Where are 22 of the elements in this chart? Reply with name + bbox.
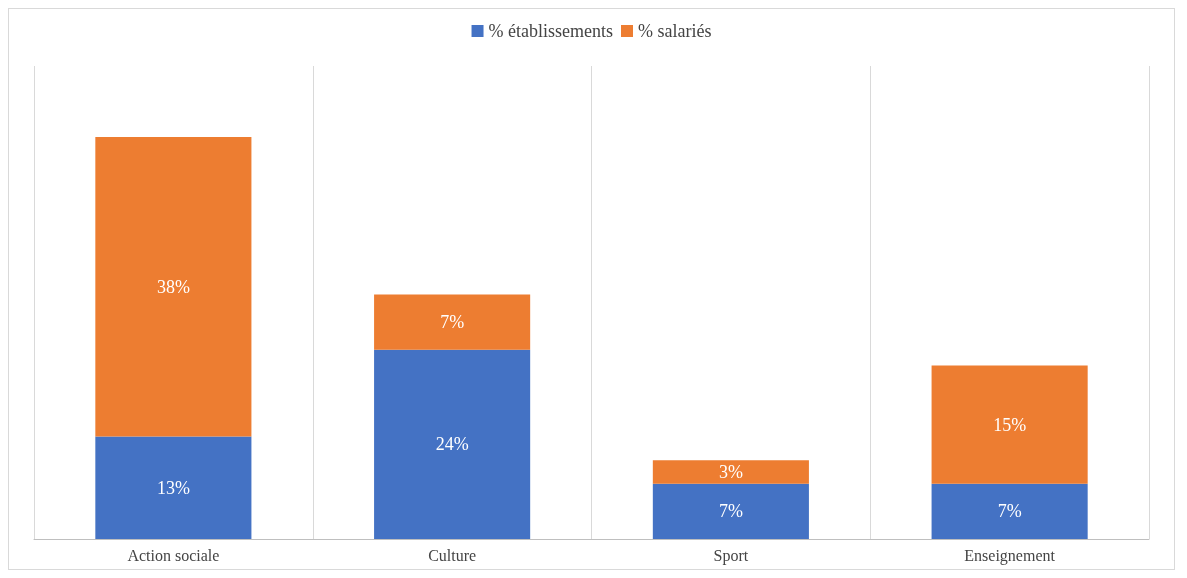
data-label: 24% <box>435 434 469 455</box>
bar <box>95 436 252 539</box>
bar <box>652 483 809 539</box>
data-label: 13% <box>156 477 190 498</box>
data-label: 3% <box>718 461 743 482</box>
data-label: 38% <box>156 276 190 297</box>
legend-label: % établissements <box>488 21 614 41</box>
data-label: 7% <box>997 501 1022 522</box>
x-tick-label: Action sociale <box>127 546 220 564</box>
bar <box>931 483 1088 539</box>
bar <box>374 349 531 539</box>
data-label: 7% <box>440 312 465 333</box>
bar <box>652 460 809 484</box>
data-label: 15% <box>993 414 1027 435</box>
x-tick-label: Sport <box>713 546 749 565</box>
legend-label: % salariés <box>638 21 712 41</box>
bar <box>374 294 531 350</box>
bar <box>931 365 1088 484</box>
bar <box>95 136 252 437</box>
x-tick-label: Enseignement <box>964 546 1056 565</box>
x-tick-label: Culture <box>428 546 477 564</box>
data-label: 7% <box>718 501 743 522</box>
